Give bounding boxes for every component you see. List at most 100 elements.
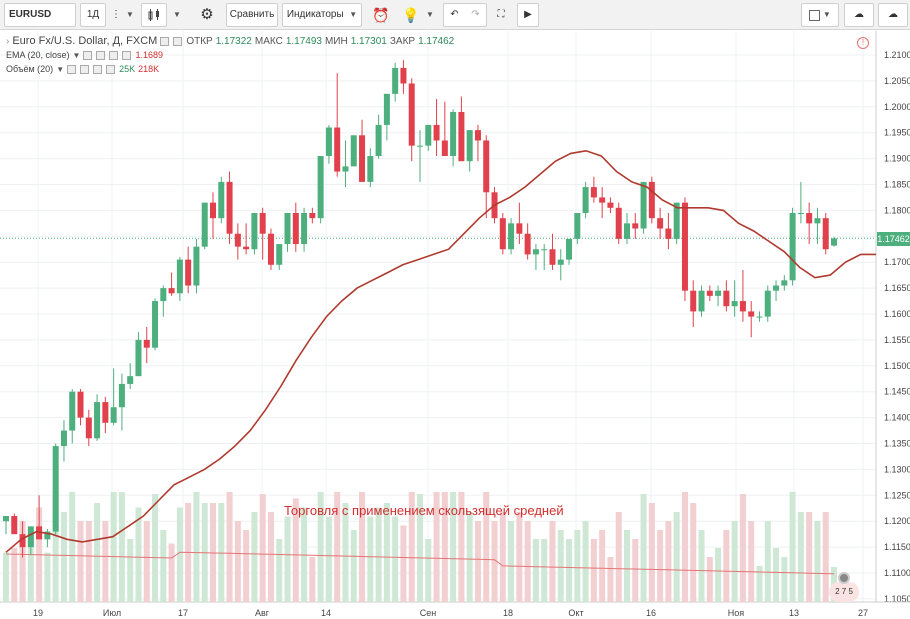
candle-body	[69, 391, 76, 431]
more-icon[interactable]	[106, 64, 116, 74]
symbol-input[interactable]: EURUSD	[4, 3, 76, 27]
play-icon[interactable]: ▶	[517, 3, 539, 27]
settings-icon[interactable]	[173, 36, 183, 46]
candle-body	[201, 202, 208, 247]
volume-bar	[127, 539, 134, 602]
volume-bar	[383, 503, 390, 602]
volume-bar	[599, 530, 606, 602]
candle-body	[309, 212, 316, 219]
candle-body	[383, 93, 390, 125]
candle-body	[226, 181, 233, 234]
volume-bar	[19, 521, 26, 602]
volume-bar	[276, 539, 283, 602]
chevron-down-icon[interactable]: ▼	[426, 10, 434, 19]
cloud-load-icon[interactable]: ☁	[844, 3, 874, 27]
collapse-icon[interactable]: ›	[6, 35, 10, 47]
cloud-save-icon[interactable]: ☁	[878, 3, 908, 27]
layout-icon[interactable]: ▼	[801, 3, 839, 27]
candle-body	[52, 446, 59, 532]
chevron-down-icon[interactable]: ▼	[173, 10, 181, 19]
candle-body	[615, 207, 622, 239]
candle-body	[417, 145, 423, 147]
x-tick-label: 18	[503, 608, 513, 618]
volume-bar	[657, 530, 664, 602]
volume-bar	[234, 521, 241, 602]
gear-icon[interactable]: ⚙	[200, 6, 214, 23]
candle-body	[640, 181, 647, 229]
volume-bar	[557, 530, 564, 602]
close-icon[interactable]	[109, 50, 119, 60]
candle-style-icon[interactable]	[141, 3, 167, 27]
volume-bar	[466, 512, 473, 602]
alarm-add-icon[interactable]: ⏰	[372, 7, 390, 23]
y-tick-label: 1.15500	[884, 335, 910, 345]
candle-body	[168, 288, 175, 294]
redo-icon[interactable]: ↷	[471, 9, 480, 20]
x-tick-label: Ноя	[728, 608, 745, 618]
volume-bar	[375, 507, 382, 602]
y-tick-label: 1.15000	[884, 361, 910, 371]
volume-bar	[176, 507, 183, 602]
candle-body	[466, 130, 473, 162]
candle-body	[392, 67, 399, 94]
candle-body	[541, 249, 548, 251]
candle-body	[499, 218, 506, 250]
alert-icon[interactable]: !	[857, 37, 869, 49]
chart-annotation[interactable]: Торговля с применением скользящей средне…	[284, 503, 564, 518]
interval-button[interactable]: 1Д	[80, 3, 106, 27]
undo-icon[interactable]: ↶	[450, 9, 459, 20]
candle-body	[102, 402, 109, 423]
volume-bar	[723, 530, 730, 602]
volume-bar	[94, 503, 101, 602]
visibility-icon[interactable]	[83, 50, 93, 60]
settings-icon[interactable]	[80, 64, 90, 74]
settings-icon[interactable]	[96, 50, 106, 60]
candle-body	[234, 233, 241, 247]
candle-body	[657, 218, 664, 229]
volume-bar	[118, 492, 125, 602]
more-icon[interactable]	[122, 50, 132, 60]
candle-body	[566, 238, 573, 260]
volume-bar	[532, 539, 539, 602]
events-badge[interactable]: 2 7 5	[829, 582, 859, 602]
price-chart[interactable]: 1.21000 1.20500 1.20000 1.19500 1.19000 1.185…	[0, 31, 910, 619]
volume-bar	[458, 492, 465, 602]
volume-bar	[665, 521, 672, 602]
menu-dots-icon[interactable]: ⋮	[111, 9, 121, 20]
candle-body	[60, 430, 67, 447]
volume-bar	[715, 548, 722, 602]
candle-body	[110, 407, 117, 423]
y-tick-label: 1.13500	[884, 439, 910, 449]
visibility-icon[interactable]	[67, 64, 77, 74]
fullscreen-icon[interactable]: ⛶	[497, 9, 505, 20]
events-icon[interactable]	[838, 572, 850, 584]
lightbulb-icon[interactable]: 💡	[402, 7, 420, 23]
volume-bar	[814, 521, 821, 602]
volume-bar	[425, 539, 432, 602]
candle-body	[193, 246, 200, 286]
chevron-down-icon[interactable]: ▼	[72, 50, 81, 60]
close-icon[interactable]	[93, 64, 103, 74]
candle-body	[251, 212, 258, 250]
compare-button[interactable]: Сравнить	[226, 3, 278, 27]
volume-bar	[681, 492, 688, 602]
volume-bar	[218, 503, 225, 602]
candle-body	[367, 156, 374, 182]
candle-body	[773, 285, 780, 291]
chevron-down-icon[interactable]: ▼	[56, 64, 65, 74]
volume-bar	[549, 521, 556, 602]
volume-bar	[706, 557, 713, 602]
volume-bar	[69, 492, 76, 602]
candle-body	[359, 135, 366, 182]
candle-body	[516, 223, 523, 234]
candle-body	[458, 111, 465, 162]
visibility-icon[interactable]	[160, 36, 170, 46]
indicators-button[interactable]: Индикаторы ▼	[282, 3, 362, 27]
volume-bar	[508, 521, 515, 602]
chevron-down-icon[interactable]: ▼	[126, 10, 134, 19]
x-tick-label: Июл	[103, 608, 121, 618]
volume-bar	[607, 557, 614, 602]
y-tick-label: 1.12500	[884, 490, 910, 500]
x-tick-label: 17	[178, 608, 188, 618]
candle-body	[681, 202, 688, 291]
